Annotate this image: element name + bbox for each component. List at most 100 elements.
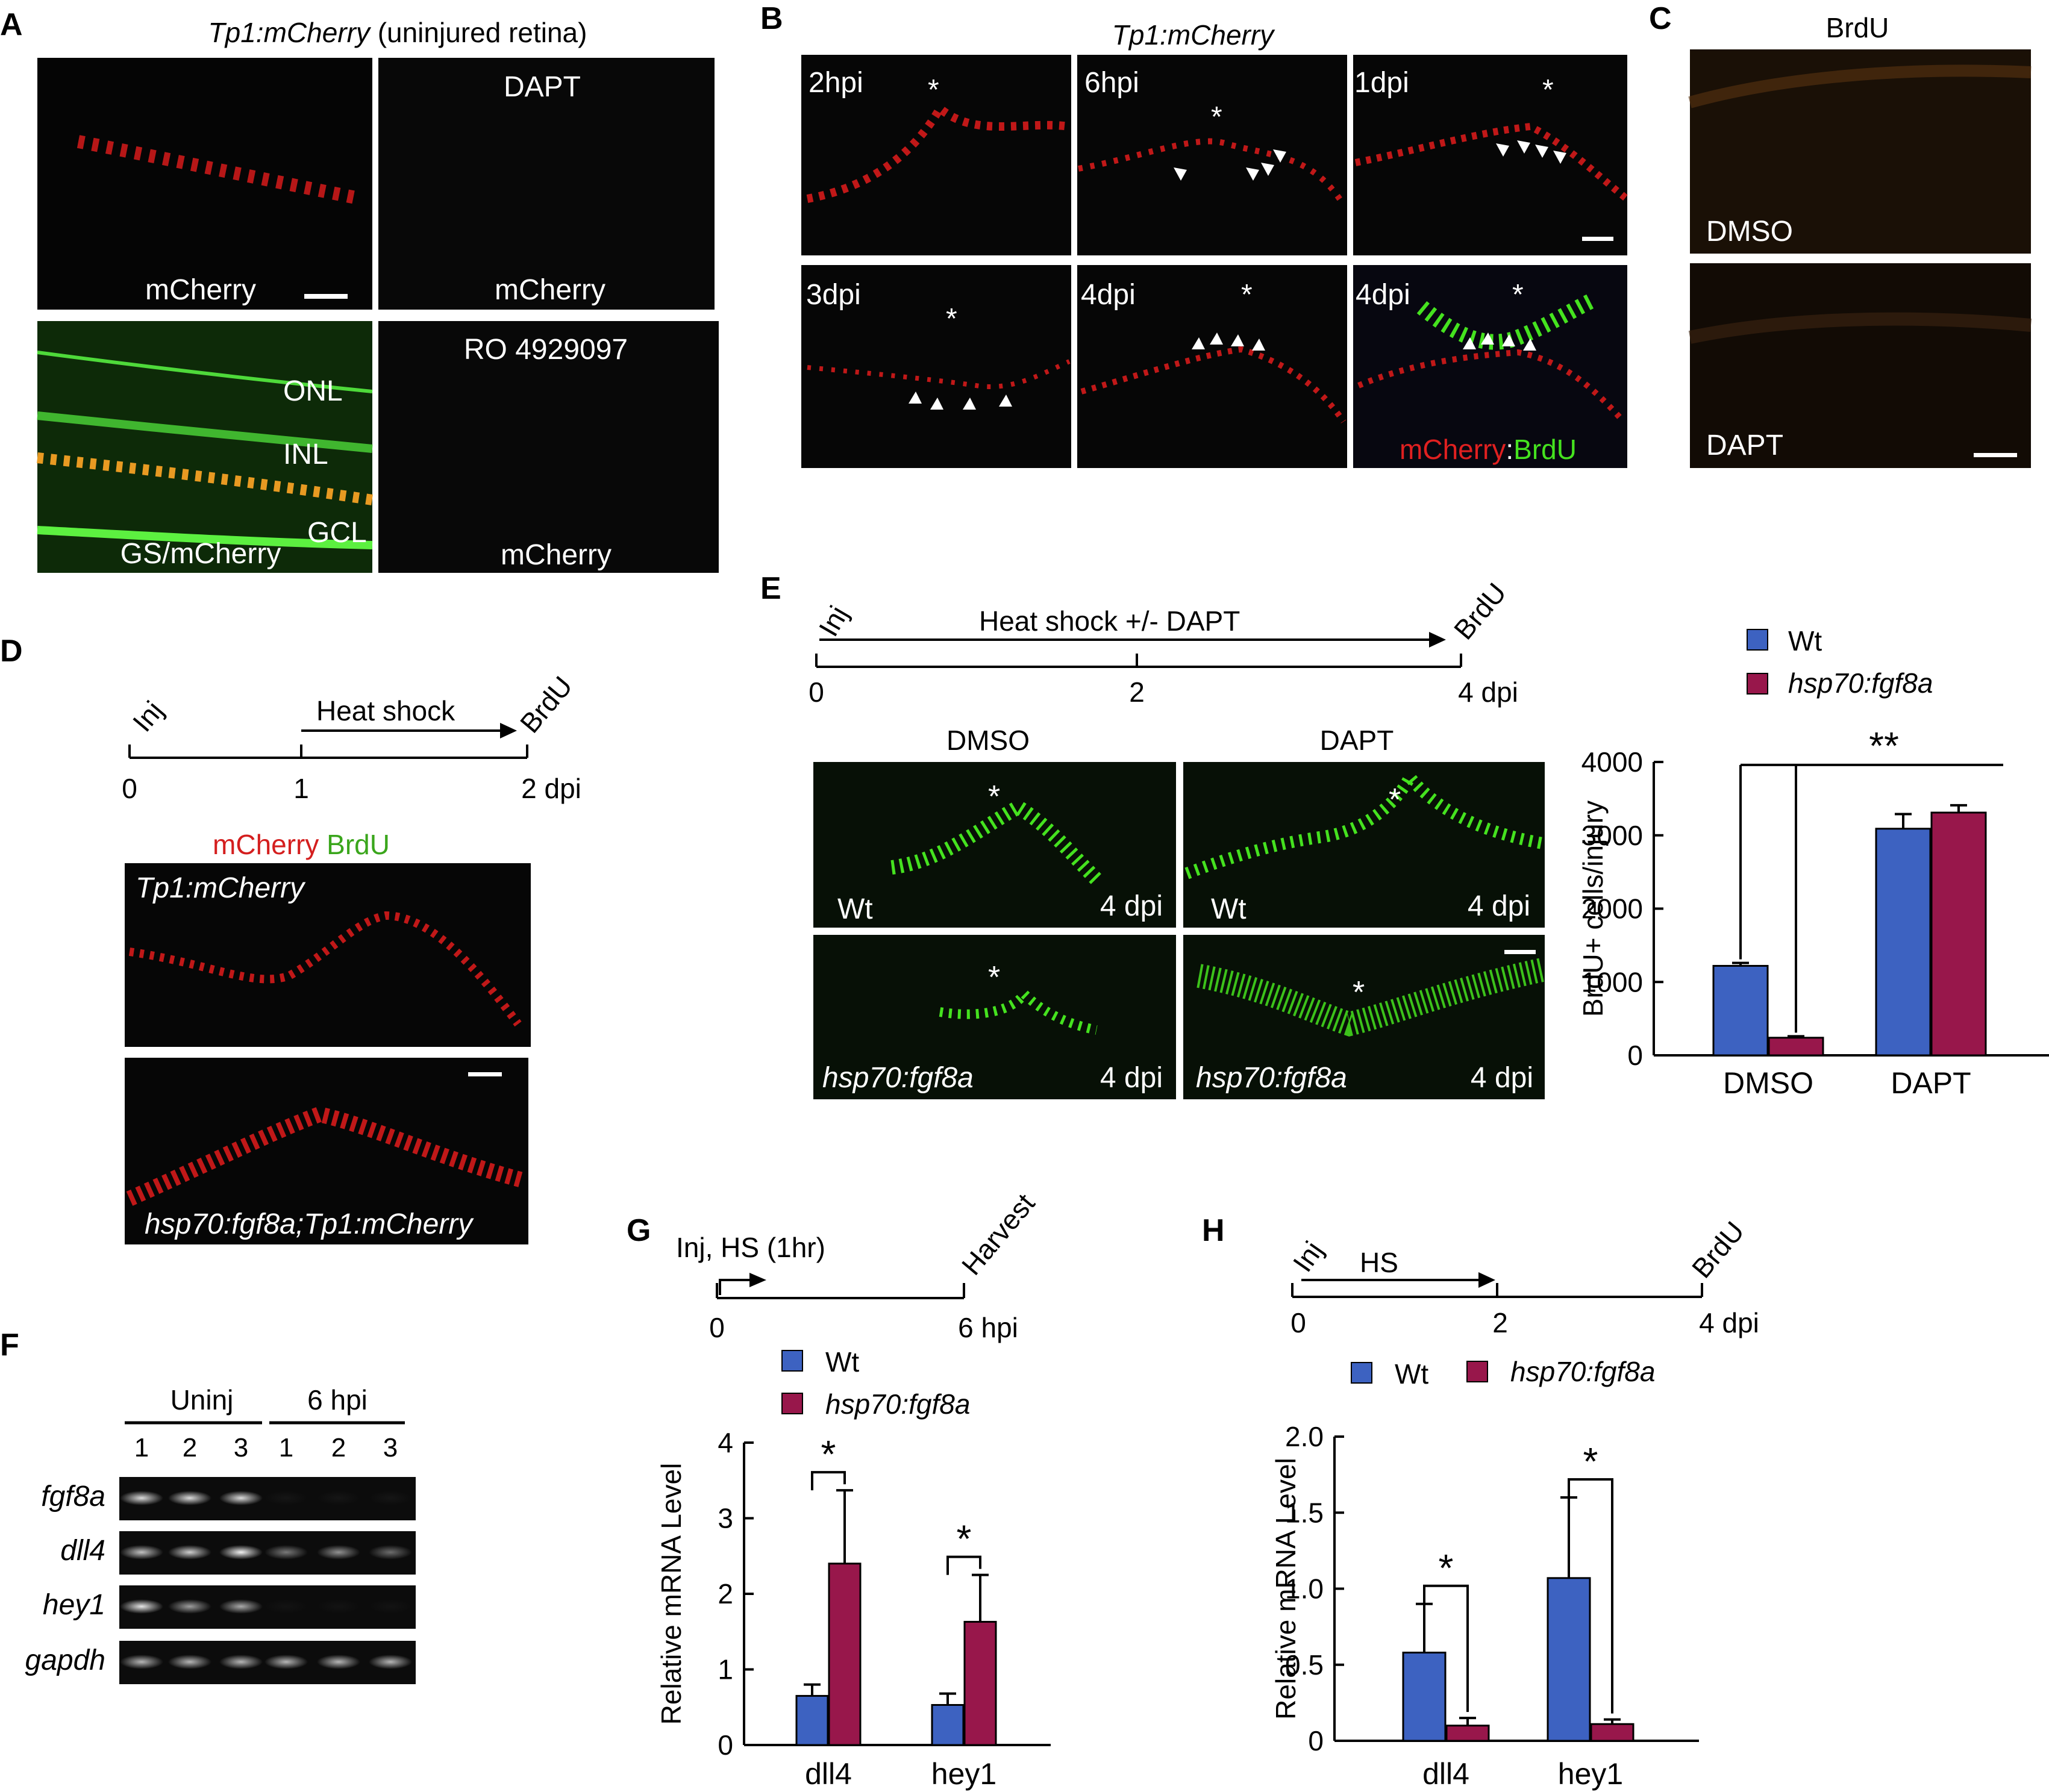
h-tick-0: 0 [1290, 1307, 1306, 1338]
f-gene-label-hey1: hey1 [43, 1589, 105, 1621]
b-asterisk-2: * [1211, 101, 1222, 133]
e-y-tick-label: 4000 [1581, 746, 1643, 778]
b-tile-6hpi-label: 6hpi [1084, 67, 1139, 99]
h-tick-1: 2 [1492, 1307, 1508, 1338]
h-legend-wt-swatch [1351, 1362, 1372, 1384]
f-gene-label-fgf8a: fgf8a [41, 1481, 105, 1513]
h-bar-hey1-wt [1547, 1577, 1591, 1742]
e-tile-2 [1183, 762, 1545, 928]
g-legend-wt: Wt [825, 1346, 859, 1378]
e-bar-DAPT-wt [1875, 828, 1932, 1057]
e-asterisk-2: * [1389, 782, 1401, 817]
f-lane-label: 2 [183, 1433, 197, 1463]
f-group-uninj: Uninj [170, 1384, 234, 1416]
panel-e: E Inj Heat shock +/- DAPT BrdU 0 2 4 dpi… [760, 571, 2049, 1100]
g-timeline-start: Inj, HS (1hr) [676, 1232, 825, 1263]
b-tile-3dpi [801, 265, 1071, 468]
h-y-tick-label: 0.5 [1285, 1649, 1324, 1681]
f-band [219, 1491, 263, 1505]
g-y-axis-label: Relative mRNA Level [655, 1463, 687, 1725]
b-tile-2hpi-label: 2hpi [809, 67, 863, 99]
e-tile-3-genotype: hsp70:fgf8a [822, 1062, 974, 1094]
h-tick-2: 4 dpi [1699, 1307, 1759, 1338]
g-y-tick-label: 3 [718, 1503, 733, 1534]
h-y-tick-label: 1.0 [1285, 1573, 1324, 1605]
e-y-tick-label: 3000 [1581, 820, 1643, 851]
a-tile-2 [378, 58, 715, 310]
a-inl-label: INL [283, 439, 328, 470]
a-onl-label: ONL [283, 375, 343, 407]
h-significance-star: * [1583, 1440, 1598, 1483]
f-band [168, 1545, 211, 1559]
c-tile-dmso-label: DMSO [1706, 216, 1793, 248]
h-timeline-end: BrdU [1686, 1216, 1750, 1284]
f-group-6hpi: 6 hpi [307, 1384, 368, 1416]
d-timeline-end: BrdU [514, 670, 578, 739]
f-band [168, 1491, 211, 1505]
e-bar-chart: 0 1000 2000 3000 4000 BrdU+ cells/injury DMSO D… [1577, 724, 2049, 1100]
e-tick-1: 2 [1129, 676, 1145, 708]
a-tile-2-label: mCherry [495, 274, 605, 306]
d-legend: mCherry BrdU [213, 829, 390, 860]
b-arrowheads [909, 140, 1566, 410]
panel-letter-e: E [760, 571, 781, 606]
b-tile-4dpi-merge-label: 4dpi [1356, 279, 1410, 311]
h-bar-chart: 0 0.5 1.0 1.5 2.0 Relative mRNA Level dll4 hey1… [1270, 1421, 1699, 1791]
f-band [120, 1545, 163, 1559]
g-bar-chart: 0 1 2 3 4 Relative mRNA Level dll4 hey1 * * [655, 1427, 1051, 1791]
d-tile-2 [125, 1058, 528, 1244]
f-band [120, 1491, 163, 1505]
e-col-dmso: DMSO [946, 725, 1030, 756]
e-tile-4-time: 4 dpi [1471, 1062, 1533, 1094]
f-gene-label-gapdh: gapdh [25, 1644, 105, 1676]
panel-letter-h: H [1202, 1213, 1225, 1248]
e-y-tick-label: 2000 [1581, 893, 1643, 925]
f-band [168, 1655, 211, 1669]
f-band [120, 1655, 163, 1669]
e-bar-DAPT-fgf8a [1930, 811, 1987, 1057]
g-tick-1: 6 hpi [958, 1312, 1018, 1343]
f-band [369, 1545, 412, 1559]
f-band [317, 1545, 360, 1559]
f-band [168, 1599, 211, 1614]
e-legend-wt: Wt [1788, 625, 1822, 657]
g-bar-dll4-fgf8a [828, 1563, 862, 1746]
g-bar-dll4-wt [795, 1694, 829, 1746]
e-tile-2-time: 4 dpi [1468, 890, 1530, 922]
d-tile-1-label: Tp1:mCherry [136, 872, 306, 904]
e-tile-3 [813, 935, 1176, 1099]
h-timeline-arrow: HS [1360, 1247, 1398, 1278]
panel-h: H Inj HS BrdU 0 2 4 dpi Wt hsp70:fgf8a 0… [1202, 1213, 1759, 1791]
g-significance-star: * [821, 1432, 836, 1476]
panel-a-title: Tp1:mCherry (uninjured retina) [208, 17, 587, 48]
d-tick-0: 0 [122, 773, 137, 804]
b-tile-4dpi [1077, 265, 1347, 468]
b-asterisk-3: * [1542, 74, 1554, 106]
e-timeline-end: BrdU [1448, 577, 1512, 646]
h-bar-dll4-fgf8a [1445, 1725, 1490, 1742]
g-bar-hey1-wt [931, 1703, 965, 1746]
f-lane-label: 1 [279, 1433, 293, 1463]
e-legend-fgf-swatch [1747, 673, 1768, 695]
d-tick-1: 1 [293, 773, 309, 804]
b-tile-2hpi [801, 55, 1071, 255]
e-asterisk-1: * [988, 779, 1000, 814]
panel-b-title: Tp1:mCherry [1112, 19, 1275, 51]
c-tile-dapt [1690, 263, 2031, 468]
h-significance-bracket [1423, 1584, 1469, 1712]
f-band [317, 1491, 360, 1505]
e-legend-fgf: hsp70:fgf8a [1788, 667, 1933, 699]
c-tile-dapt-label: DAPT [1706, 429, 1783, 461]
a-tile-4-label: mCherry [501, 539, 612, 571]
b-tile-6hpi [1077, 55, 1347, 255]
b-asterisk-4: * [946, 303, 957, 335]
panel-b: B Tp1:mCherry 2hpi * 6hpi * 1dpi * 3dpi … [760, 1, 1629, 468]
e-legend-wt-swatch [1747, 629, 1768, 651]
e-tick-0: 0 [809, 676, 824, 708]
h-y-tick-label: 0 [1308, 1725, 1324, 1756]
panel-d: D Inj Heat shock BrdU 0 1 2 dpi mCherry … [0, 634, 581, 1244]
d-timeline-arrow: Heat shock [316, 695, 455, 726]
f-band [317, 1655, 360, 1669]
h-timeline-start: Inj [1287, 1235, 1329, 1278]
f-band [219, 1655, 263, 1669]
